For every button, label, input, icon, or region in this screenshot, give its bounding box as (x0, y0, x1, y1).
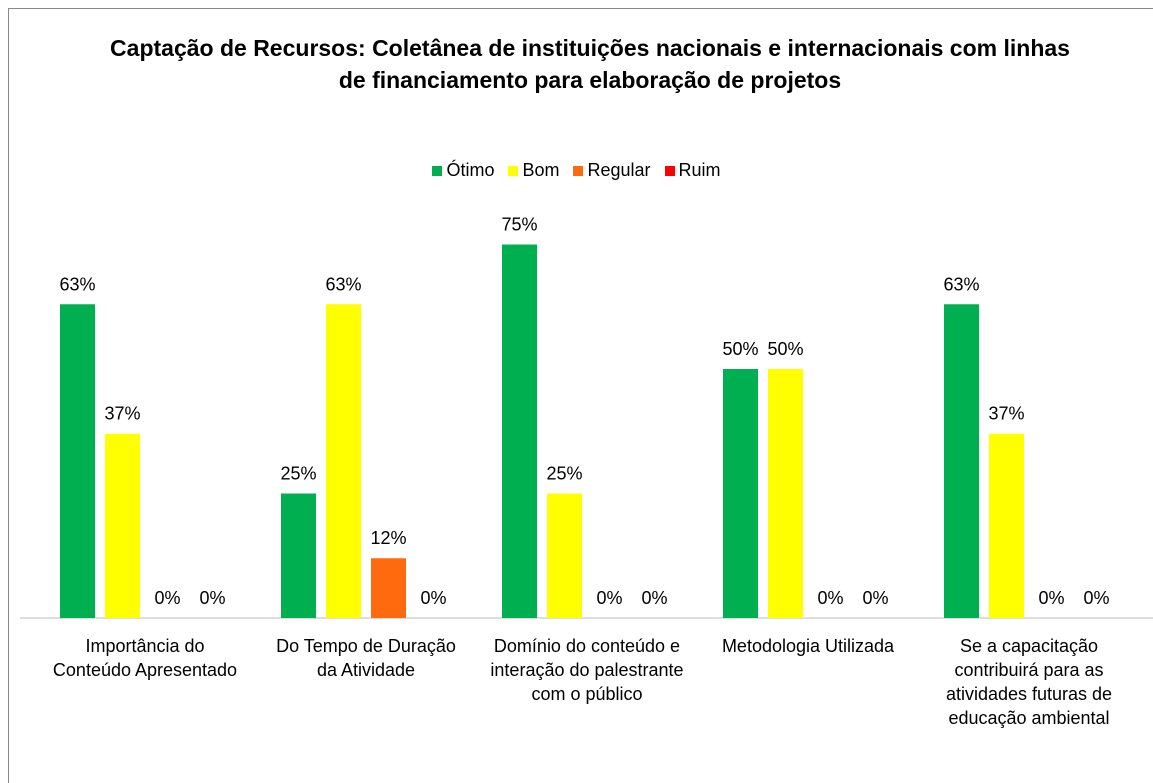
bar (371, 558, 406, 618)
data-label: 37% (988, 404, 1024, 424)
legend-item: Regular (573, 160, 651, 181)
legend-label: Ótimo (446, 160, 495, 180)
data-label: 50% (767, 339, 803, 359)
bar (502, 244, 537, 618)
data-label: 50% (722, 339, 758, 359)
x-tick-label: Se a capacitação contribuirá para as ati… (945, 636, 1113, 728)
data-label: 0% (641, 588, 667, 608)
legend-label: Bom (522, 160, 560, 180)
legend-swatch (664, 165, 675, 176)
chart-frame (8, 8, 1153, 783)
legend-swatch (432, 165, 443, 176)
legend-item: Bom (508, 160, 559, 181)
legend-label: Regular (587, 160, 651, 180)
bar (60, 304, 95, 618)
chart-title: Captação de Recursos: Coletânea de insti… (110, 35, 1070, 93)
legend-item: Ótimo (432, 160, 494, 181)
x-tick-label: Do Tempo de Duração da Atividade (276, 636, 456, 680)
data-label: 37% (104, 404, 140, 424)
bar (326, 304, 361, 618)
legend-swatch (508, 165, 519, 176)
legend: Ótimo Bom Regular Ruim (0, 160, 1153, 181)
data-label: 12% (370, 528, 406, 548)
bar (281, 493, 316, 618)
bar (989, 433, 1024, 618)
bar (105, 433, 140, 618)
data-label: 75% (501, 215, 537, 235)
data-label: 25% (546, 464, 582, 484)
data-label: 0% (817, 588, 843, 608)
x-tick-label: Metodologia Utilizada (721, 636, 895, 656)
data-label: 25% (280, 464, 316, 484)
data-label: 63% (943, 274, 979, 294)
data-label: 0% (199, 588, 225, 608)
data-label: 0% (420, 588, 446, 608)
data-label: 0% (862, 588, 888, 608)
bar (547, 493, 582, 618)
legend-label: Ruim (678, 160, 721, 180)
bar (944, 304, 979, 618)
x-tick-label: Domínio do conteúdo e interação do pales… (490, 636, 684, 704)
data-label: 0% (154, 588, 180, 608)
legend-swatch (573, 165, 584, 176)
x-tick-label: Importância do Conteúdo Apresentado (52, 636, 238, 680)
data-label: 63% (59, 274, 95, 294)
data-label: 0% (1038, 588, 1064, 608)
legend-item: Ruim (664, 160, 721, 181)
bar (723, 369, 758, 618)
data-label: 63% (325, 274, 361, 294)
data-label: 0% (596, 588, 622, 608)
bar (768, 369, 803, 618)
data-label: 0% (1083, 588, 1109, 608)
